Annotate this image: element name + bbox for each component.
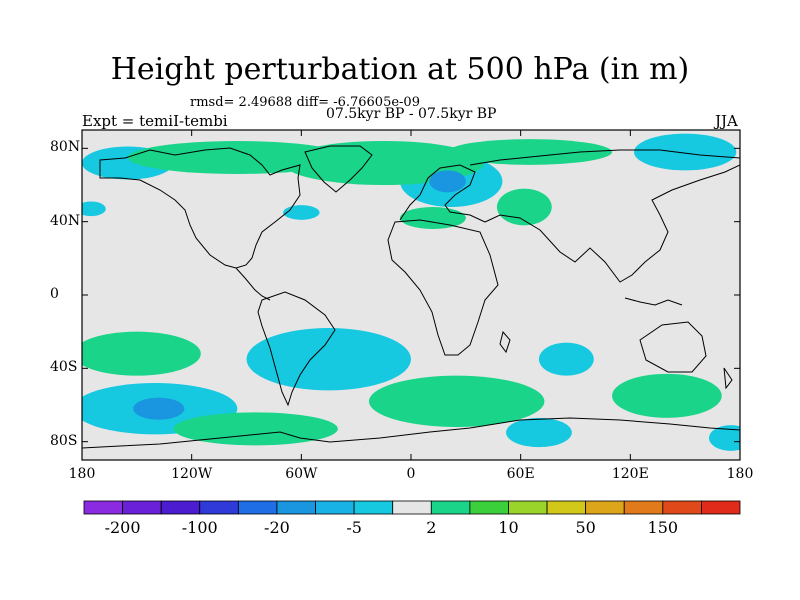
- colorbar-swatch: [508, 500, 548, 515]
- coastlines: [82, 145, 740, 449]
- coast-north-america: [99, 147, 301, 269]
- anomaly-south-pacific-core: [133, 397, 185, 420]
- colorbar-swatch: [276, 500, 316, 515]
- x-tick-label: 60W: [285, 466, 318, 482]
- y-tick-label: 80N: [50, 139, 81, 156]
- colorbar-label: -5: [346, 518, 362, 537]
- season-label: JJA: [715, 112, 738, 130]
- anomaly-arctic-siberia: [447, 139, 613, 165]
- x-tick-label: 180: [68, 466, 96, 482]
- stats-text: rmsd= 2.49688 diff= -6.76605e-09: [190, 95, 420, 110]
- coast-australia: [639, 321, 707, 373]
- anomaly-south-america-blue: [246, 328, 411, 391]
- colorbar-label: 150: [647, 518, 679, 537]
- x-tick-label: 120E: [611, 466, 649, 482]
- coast-greenland: [304, 145, 373, 193]
- colorbar-swatch: [585, 500, 625, 515]
- axis-ticks: [81, 130, 741, 460]
- colorbar-swatch: [662, 500, 702, 515]
- colorbar-swatch: [430, 500, 471, 515]
- colorbar-swatch: [701, 500, 741, 515]
- colorbar-swatch: [122, 500, 162, 515]
- anomaly-central-asia: [496, 188, 552, 226]
- coast-madagascar: [499, 330, 511, 354]
- colorbar-swatch: [199, 500, 239, 515]
- colorbar-swatch: [392, 500, 432, 515]
- anomaly-europe-ridge: [400, 207, 466, 229]
- colorbar-swatch: [546, 500, 587, 515]
- colorbar-label: -200: [104, 518, 141, 537]
- x-tick-label: 120W: [171, 466, 213, 482]
- coast-europe: [399, 164, 486, 223]
- coast-asia: [484, 164, 740, 283]
- colorbar-swatch: [83, 500, 123, 515]
- colorbar-swatch: [237, 500, 278, 515]
- anomaly-nz-blue: [708, 425, 740, 451]
- y-tick-label: 40N: [50, 212, 81, 229]
- coast-siberia: [469, 149, 740, 166]
- anomaly-atlantic-west: [82, 201, 106, 217]
- anomaly-arctic-atlantic: [283, 141, 485, 185]
- colorbar-swatch: [353, 500, 394, 515]
- coast-central-america: [235, 267, 271, 301]
- period-label: 07.5kyr BP - 07.5kyr BP: [326, 106, 497, 122]
- x-tick-label: 60E: [506, 466, 535, 482]
- y-tick-label: 80S: [50, 432, 78, 449]
- anomaly-field: [82, 133, 740, 451]
- colorbar-label: -20: [264, 518, 290, 537]
- colorbar-swatch: [623, 500, 664, 515]
- coast-south-america: [257, 291, 336, 407]
- y-tick-label: 40S: [50, 359, 78, 376]
- coast-antarctica: [82, 417, 740, 449]
- anomaly-indian-blue: [538, 342, 594, 376]
- map-title: Height perturbation at 500 hPa (in m): [110, 52, 690, 87]
- x-tick-label: 180: [726, 466, 754, 482]
- experiment-label: Expt = temiI-tembi: [82, 112, 228, 130]
- coast-new-zealand: [723, 367, 733, 390]
- colorbar-swatch: [469, 500, 509, 515]
- anomaly-south-pacific-green: [82, 331, 201, 376]
- coast-africa: [387, 219, 499, 356]
- colorbar-swatch: [315, 500, 355, 515]
- colorbar: [83, 500, 741, 515]
- colorbar-label: 50: [575, 518, 596, 537]
- colorbar-swatch: [160, 500, 201, 515]
- anomaly-bering: [633, 133, 737, 171]
- anomaly-australia-green: [612, 373, 722, 418]
- colorbar-label: 2: [426, 518, 437, 537]
- anomaly-canada-east: [283, 205, 320, 220]
- colorbar-label: 10: [498, 518, 519, 537]
- anomaly-south-atlantic-green: [368, 375, 545, 428]
- coast-indonesia: [624, 297, 683, 306]
- anomaly-antarctic-blue: [506, 417, 572, 448]
- y-tick-label: 0: [50, 286, 59, 302]
- colorbar-label: -100: [181, 518, 218, 537]
- anomaly-scandinavia-core: [429, 170, 466, 193]
- x-tick-label: 0: [406, 466, 416, 482]
